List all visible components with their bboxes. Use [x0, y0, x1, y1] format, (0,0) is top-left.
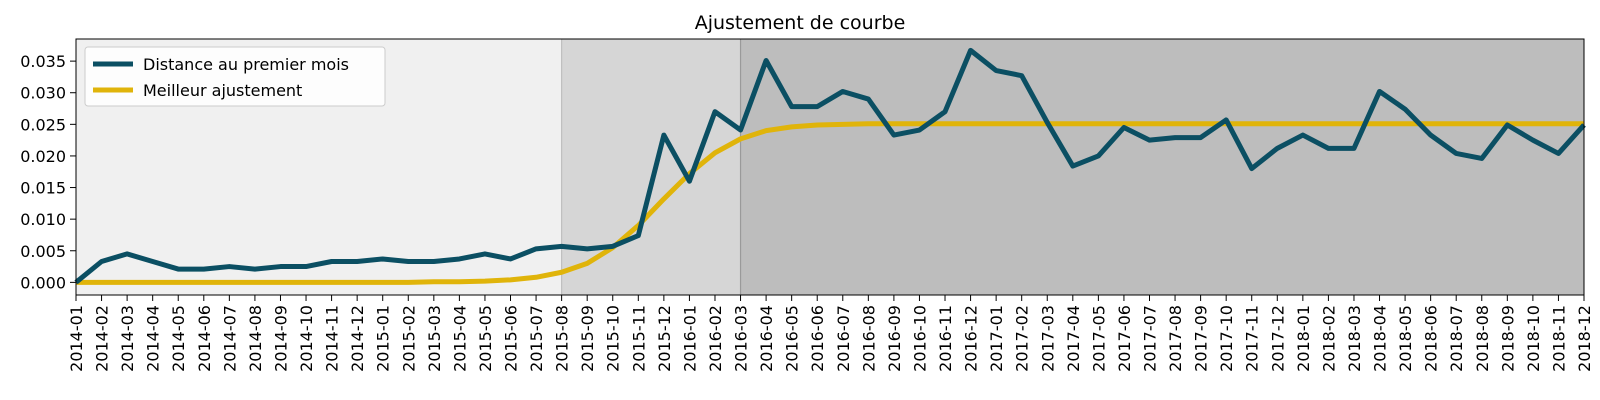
x-tick-label: 2015-08	[553, 305, 572, 372]
x-tick-label: 2017-05	[1089, 305, 1108, 372]
legend-label: Distance au premier mois	[143, 55, 349, 74]
x-tick-label: 2018-07	[1447, 305, 1466, 372]
x-tick-label: 2017-02	[1013, 305, 1032, 372]
x-tick-label: 2018-04	[1371, 305, 1390, 372]
x-tick-label: 2016-04	[757, 305, 776, 372]
x-tick-label: 2016-03	[732, 305, 751, 372]
y-axis: 0.000 0.005 0.010 0.015 0.020 0.025 0.030 0.035	[20, 52, 76, 292]
x-tick-label: 2017-01	[987, 305, 1006, 372]
chart-title: Ajustement de courbe	[695, 12, 906, 34]
x-tick-label: 2014-11	[323, 305, 342, 372]
x-tick-label: 2017-09	[1192, 305, 1211, 372]
x-tick-label: 2014-02	[93, 305, 112, 372]
x-tick-label: 2014-08	[246, 305, 265, 372]
series-line-distance-au-premier-mois	[74, 47, 1586, 285]
x-tick-label: 2018-10	[1524, 305, 1543, 372]
x-tick-label: 2017-06	[1115, 305, 1134, 372]
x-tick-label: 2017-11	[1243, 305, 1262, 372]
x-tick-label: 2014-07	[220, 305, 239, 372]
y-tick-label: 0.030	[20, 84, 66, 103]
plot-frame	[75, 38, 1585, 296]
x-tick-label: 2018-02	[1319, 305, 1338, 372]
y-tick-label: 0.035	[20, 52, 66, 71]
x-tick-label: 2015-12	[655, 305, 674, 372]
x-tick-label: 2016-06	[808, 305, 827, 372]
x-tick-label: 2015-03	[425, 305, 444, 372]
x-tick-label: 2015-09	[578, 305, 597, 372]
y-tick-label: 0.000	[20, 273, 66, 292]
legend-box	[84, 46, 386, 107]
shaded-region-2	[561, 39, 741, 295]
y-tick-label: 0.005	[20, 242, 66, 261]
x-tick-label: 2017-08	[1166, 305, 1185, 372]
x-tick-label: 2016-05	[783, 305, 802, 372]
y-tick-label: 0.010	[20, 210, 66, 229]
x-tick-label: 2016-02	[706, 305, 725, 372]
x-tick-label: 2018-06	[1422, 305, 1441, 372]
x-axis: 2014-01 2014-02 2014-03 2014-04 2014-05 2014-…	[67, 295, 1594, 372]
x-tick-label: 2017-04	[1064, 305, 1083, 372]
x-tick-label: 2016-08	[859, 305, 878, 372]
x-tick-label: 2015-02	[399, 305, 418, 372]
x-tick-label: 2018-09	[1498, 305, 1517, 372]
x-tick-label: 2014-09	[271, 305, 290, 372]
series-lines	[74, 47, 1586, 285]
x-tick-label: 2018-08	[1473, 305, 1492, 372]
x-tick-label: 2016-07	[834, 305, 853, 372]
x-tick-label: 2015-06	[502, 305, 521, 372]
x-tick-label: 2014-04	[144, 305, 163, 372]
y-tick-label: 0.020	[20, 147, 66, 166]
x-tick-label: 2015-07	[527, 305, 546, 372]
legend-label: Meilleur ajustement	[143, 81, 302, 100]
x-tick-label: 2014-06	[195, 305, 214, 372]
shaded-region-3	[740, 39, 1584, 295]
x-tick-label: 2018-12	[1575, 305, 1594, 372]
x-tick-label: 2014-05	[169, 305, 188, 372]
x-tick-label: 2015-01	[374, 305, 393, 372]
x-tick-label: 2017-03	[1038, 305, 1057, 372]
x-tick-label: 2014-01	[67, 305, 86, 372]
x-tick-label: 2017-07	[1140, 305, 1159, 372]
x-tick-label: 2015-04	[450, 305, 469, 372]
x-tick-label: 2016-10	[910, 305, 929, 372]
x-tick-label: 2017-10	[1217, 305, 1236, 372]
x-tick-label: 2018-05	[1396, 305, 1415, 372]
legend: Distance au premier mois Meilleur ajustem…	[84, 46, 386, 107]
x-tick-label: 2014-12	[348, 305, 367, 372]
y-tick-label: 0.015	[20, 179, 66, 198]
x-tick-label: 2014-10	[297, 305, 316, 372]
x-tick-label: 2017-12	[1268, 305, 1287, 372]
x-tick-label: 2018-03	[1345, 305, 1364, 372]
x-tick-label: 2016-12	[962, 305, 981, 372]
x-tick-label: 2018-11	[1549, 305, 1568, 372]
x-tick-label: 2018-01	[1294, 305, 1313, 372]
x-tick-label: 2015-05	[476, 305, 495, 372]
x-tick-label: 2015-10	[604, 305, 623, 372]
x-tick-label: 2015-11	[629, 305, 648, 372]
x-tick-label: 2014-03	[118, 305, 137, 372]
x-tick-label: 2016-09	[885, 305, 904, 372]
x-tick-label: 2016-01	[680, 305, 699, 372]
y-tick-label: 0.025	[20, 115, 66, 134]
series-line-meilleur-ajustement	[76, 121, 1584, 285]
x-tick-label: 2016-11	[936, 305, 955, 372]
